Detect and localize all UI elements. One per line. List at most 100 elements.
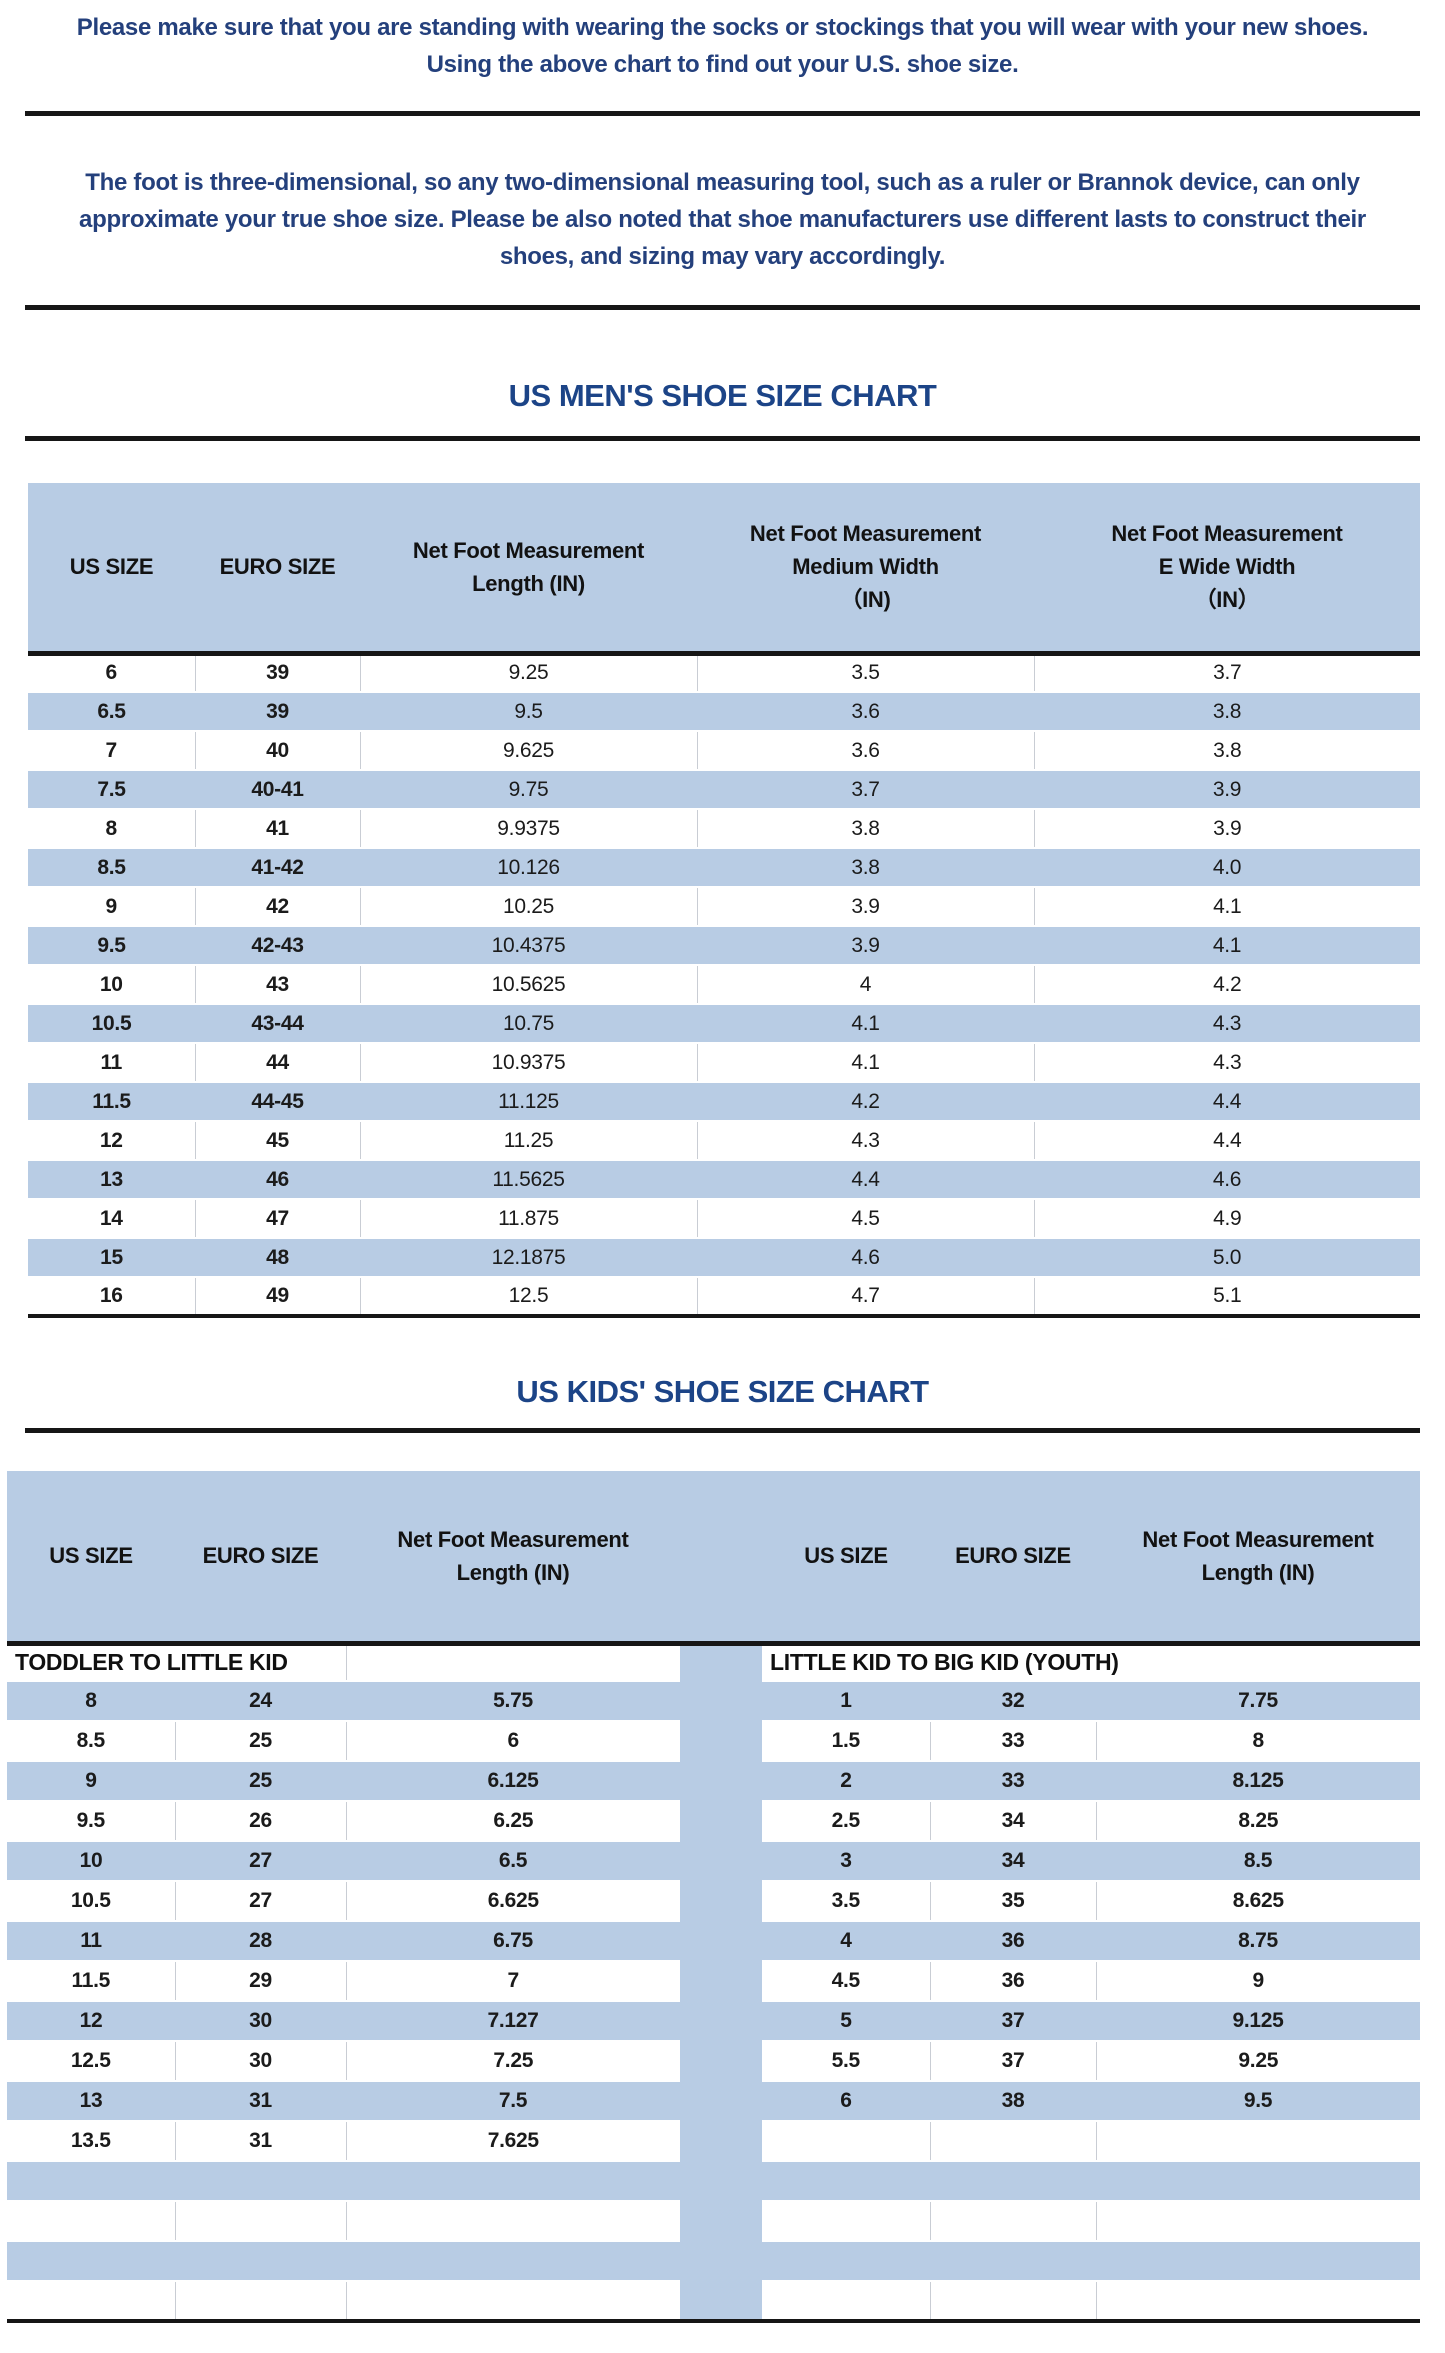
mens-cell: 3.8 [1034, 731, 1420, 770]
kids-table-row: 10 27 6.5 3 34 8.5 [7, 1840, 1420, 1882]
kids-cell: 7.25 [346, 2041, 680, 2081]
kids-table-row: 13.5 31 7.625 [7, 2121, 1420, 2161]
mens-cell: 10.9375 [360, 1043, 698, 1082]
mens-cell: 15 [28, 1237, 195, 1278]
mens-cell: 3.9 [1034, 809, 1420, 848]
kids-cell: 5 [762, 2000, 930, 2042]
table-divider-cell [680, 2081, 762, 2121]
mens-table-row: 11 44 10.9375 4.1 4.3 [28, 1043, 1420, 1082]
horizontal-rule [25, 436, 1420, 441]
mens-cell: 3.7 [697, 769, 1034, 810]
kids-table-row: 8 24 5.75 1 32 7.75 [7, 1680, 1420, 1722]
kids-cell [7, 2160, 175, 2202]
mens-cell: 44 [195, 1043, 361, 1082]
mens-column-header: Net Foot Measurement Length (IN) [360, 483, 697, 653]
mens-cell: 42 [195, 887, 361, 926]
kids-cell: 7 [346, 1961, 680, 2001]
kids-cell: 13.5 [7, 2121, 176, 2161]
kids-cell: 3 [762, 1840, 930, 1882]
kids-cell [346, 2160, 680, 2202]
kids-cell: 30 [175, 2000, 346, 2042]
kids-cell [7, 2240, 175, 2282]
table-divider-header [680, 1471, 762, 1643]
mens-cell: 45 [195, 1121, 361, 1160]
kids-cell: 9.5 [1096, 2080, 1420, 2122]
mens-cell: 13 [28, 1159, 195, 1200]
kids-cell: 2 [762, 1760, 930, 1802]
kids-cell: 5.5 [762, 2041, 931, 2081]
kids-cell: 27 [175, 1840, 346, 1882]
mens-cell: 4.0 [1034, 847, 1420, 888]
table-divider-cell [680, 1761, 762, 1801]
table-divider-cell [680, 2161, 762, 2201]
kids-cell: 4.5 [762, 1961, 931, 2001]
mens-cell: 11.875 [360, 1199, 698, 1238]
mens-cell: 4.3 [1034, 1003, 1420, 1044]
kids-table-row: 11 28 6.75 4 36 8.75 [7, 1920, 1420, 1962]
kids-cell [346, 2240, 680, 2282]
kids-cell: 9.125 [1096, 2000, 1420, 2042]
kids-column-header: EURO SIZE [175, 1471, 346, 1643]
kids-column-header: Net Foot Measurement Length (IN) [346, 1471, 680, 1643]
mens-table-row: 8 41 9.9375 3.8 3.9 [28, 809, 1420, 848]
mens-cell: 4.7 [697, 1277, 1035, 1316]
kids-cell: 8 [1096, 1721, 1420, 1761]
kids-cell [762, 2201, 931, 2241]
mens-table-row: 8.5 41-42 10.126 3.8 4.0 [28, 847, 1420, 888]
mens-cell: 5.0 [1034, 1237, 1420, 1278]
mens-cell: 47 [195, 1199, 361, 1238]
mens-table-row: 6 39 9.25 3.5 3.7 [28, 653, 1420, 692]
kids-header-row: US SIZE EURO SIZE Net Foot Measurement Leng… [7, 1471, 1420, 1643]
kids-cell [346, 2281, 680, 2321]
mens-cell: 4.9 [1034, 1199, 1420, 1238]
kids-table-row [7, 2160, 1420, 2202]
kids-cell: 5.75 [346, 1680, 680, 1722]
kids-cell: 25 [175, 1721, 347, 1761]
kids-cell [1096, 2160, 1420, 2202]
kids-cell: 33 [930, 1721, 1097, 1761]
mens-cell: 43-44 [195, 1003, 360, 1044]
kids-cell [1096, 2121, 1420, 2161]
kids-cell: 1.5 [762, 1721, 931, 1761]
mens-cell: 10 [28, 965, 196, 1004]
mens-header-row: US SIZE EURO SIZE Net Foot Measurement Leng… [28, 483, 1420, 653]
mens-cell: 4.4 [1034, 1121, 1420, 1160]
mens-cell: 6 [28, 653, 196, 692]
kids-cell: 10 [7, 1840, 175, 1882]
kids-cell: 9.5 [7, 1801, 176, 1841]
table-divider-cell [680, 2121, 762, 2161]
kids-cell: 12.5 [7, 2041, 176, 2081]
mens-table-row: 13 46 11.5625 4.4 4.6 [28, 1159, 1420, 1200]
youth-section-label: LITTLE KID TO BIG KID (YOUTH) [762, 1643, 1420, 1681]
horizontal-rule [25, 1428, 1420, 1433]
mens-cell: 9.5 [28, 925, 195, 966]
kids-cell: 38 [930, 2080, 1096, 2122]
table-divider-cell [680, 1841, 762, 1881]
note-line-1: The foot is three-dimensional, so any tw… [85, 169, 1360, 196]
mens-cell: 10.5625 [360, 965, 698, 1004]
kids-table-row: 12 30 7.127 5 37 9.125 [7, 2000, 1420, 2042]
mens-cell: 4.3 [697, 1121, 1035, 1160]
table-divider-cell [680, 1721, 762, 1761]
table-divider-cell [680, 1881, 762, 1921]
mens-cell: 10.25 [360, 887, 698, 926]
mens-cell: 12.5 [360, 1277, 698, 1316]
table-divider-cell [680, 1643, 762, 1681]
mens-column-header: Net Foot Measurement E Wide Width （IN） [1034, 483, 1420, 653]
table-divider-cell [680, 2041, 762, 2081]
mens-table-row: 6.5 39 9.5 3.6 3.8 [28, 691, 1420, 732]
mens-cell: 44-45 [195, 1081, 360, 1122]
kids-cell: 36 [930, 1961, 1097, 2001]
mens-table-row: 10.5 43-44 10.75 4.1 4.3 [28, 1003, 1420, 1044]
kids-cell: 31 [175, 2121, 347, 2161]
horizontal-rule [25, 305, 1420, 310]
mens-cell: 4.5 [697, 1199, 1035, 1238]
intro-line-1: Please make sure that you are standing w… [76, 14, 1369, 41]
intro-line-2: Using the above chart to find out your U… [426, 51, 1019, 78]
mens-cell: 3.7 [1034, 653, 1420, 692]
mens-cell: 7 [28, 731, 196, 770]
mens-cell: 9.5 [360, 691, 697, 732]
table-divider-cell [680, 1961, 762, 2001]
mens-cell: 4.4 [1034, 1081, 1420, 1122]
